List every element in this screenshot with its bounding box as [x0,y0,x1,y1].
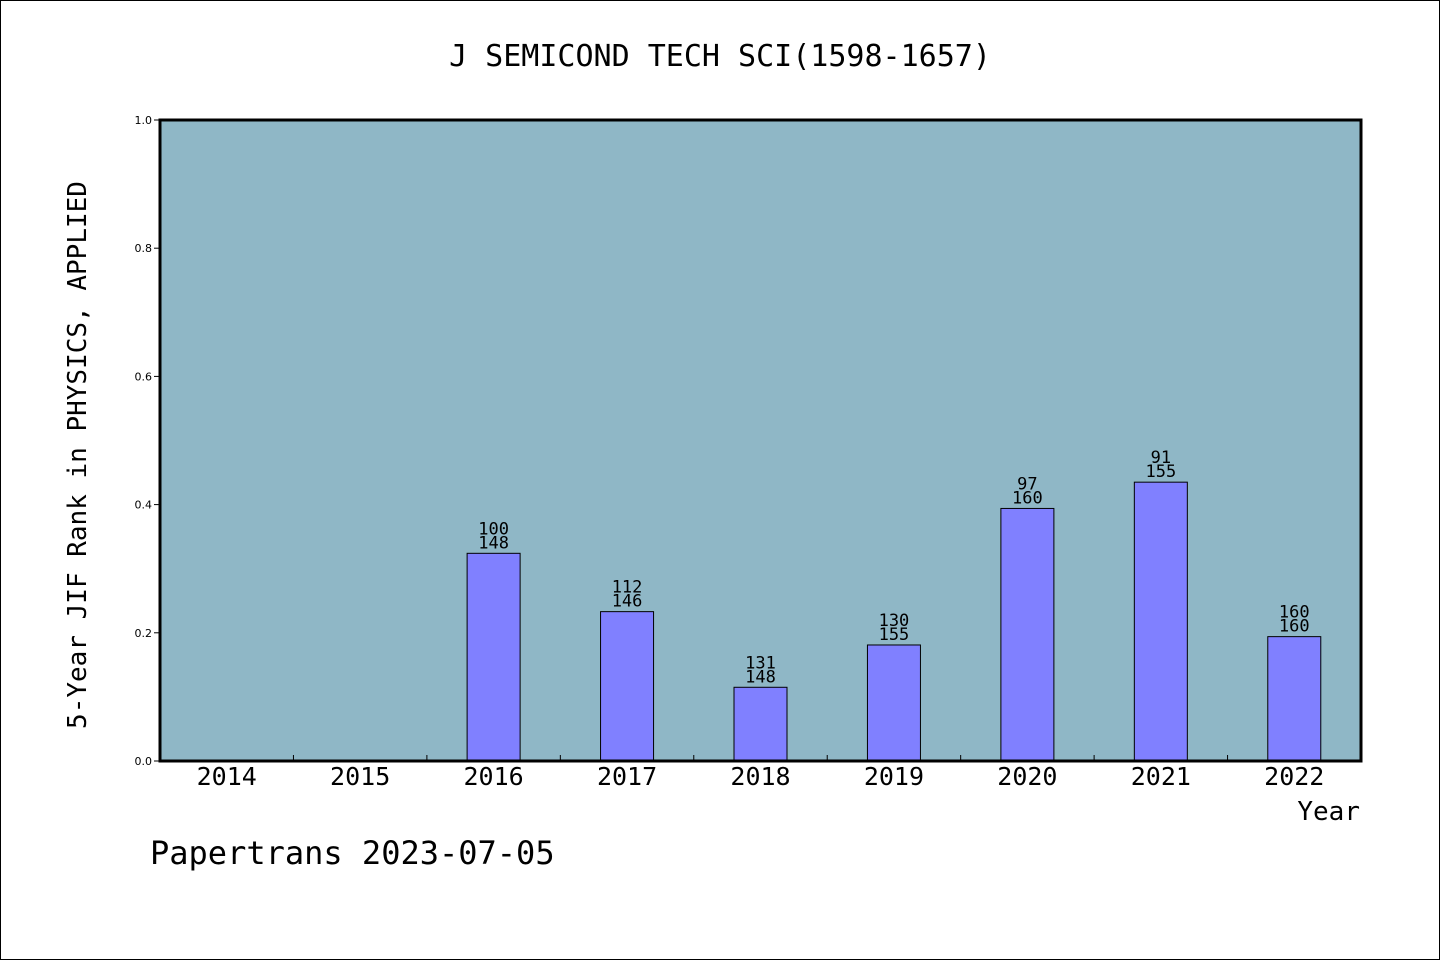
bar-2022 [1267,636,1322,762]
x-tick-label-2020: 2020 [997,762,1057,791]
total-label-2019: 155 [879,625,910,645]
x-tick-label-2016: 2016 [464,762,524,791]
rank-label-2017: 112 [612,578,643,598]
chart-title: J SEMICOND TECH SCI(1598-1657) [449,39,991,74]
rank-label-2016: 100 [478,519,509,539]
footer-credit: Papertrans 2023-07-05 [150,834,555,872]
x-tick-label-2022: 2022 [1264,762,1324,791]
total-label-2017: 146 [612,592,643,612]
y-tick-label: 0.0 [135,755,153,768]
x-axis-label: Year [1297,797,1360,827]
x-axis: 2014 2015 2016 2017 2018 2019 2020 2021 2022 [197,755,1324,791]
rank-label-2019: 130 [879,611,910,631]
total-label-2022: 160 [1279,617,1310,637]
rank-label-2018: 131 [745,653,776,673]
x-tick-label-2019: 2019 [864,762,924,791]
bar-2020 [1000,507,1055,762]
bar-2018 [733,686,788,762]
rank-label-2022: 160 [1279,603,1310,623]
total-label-2020: 160 [1012,488,1043,508]
y-tick-label: 1.0 [135,114,153,127]
x-tick-label-2017: 2017 [597,762,657,791]
x-tick-label-2018: 2018 [730,762,790,791]
rank-label-2021: 91 [1151,448,1171,468]
bar-2019 [866,644,921,762]
y-axis-label: 5-Year JIF Rank in PHYSICS, APPLIED [63,181,93,729]
y-axis: 0.0 0.2 0.4 0.6 0.8 1.0 [135,114,160,768]
x-tick-label-2021: 2021 [1131,762,1191,791]
plot-border [158,118,1363,763]
y-tick-label: 0.8 [135,242,153,255]
rank-label-2020: 97 [1017,474,1037,494]
total-label-2021: 155 [1145,462,1176,482]
x-tick-label-2015: 2015 [330,762,390,791]
bars-layer [466,481,1322,762]
y-tick-label: 0.4 [135,499,153,512]
y-tick-label: 0.6 [135,370,153,383]
bar-2017 [600,611,655,762]
y-tick-label: 0.2 [135,627,153,640]
bar-2021 [1133,481,1188,762]
x-tick-label-2014: 2014 [197,762,257,791]
bar-2016 [466,552,521,762]
total-label-2018: 148 [745,667,776,687]
total-label-2016: 148 [478,533,509,553]
